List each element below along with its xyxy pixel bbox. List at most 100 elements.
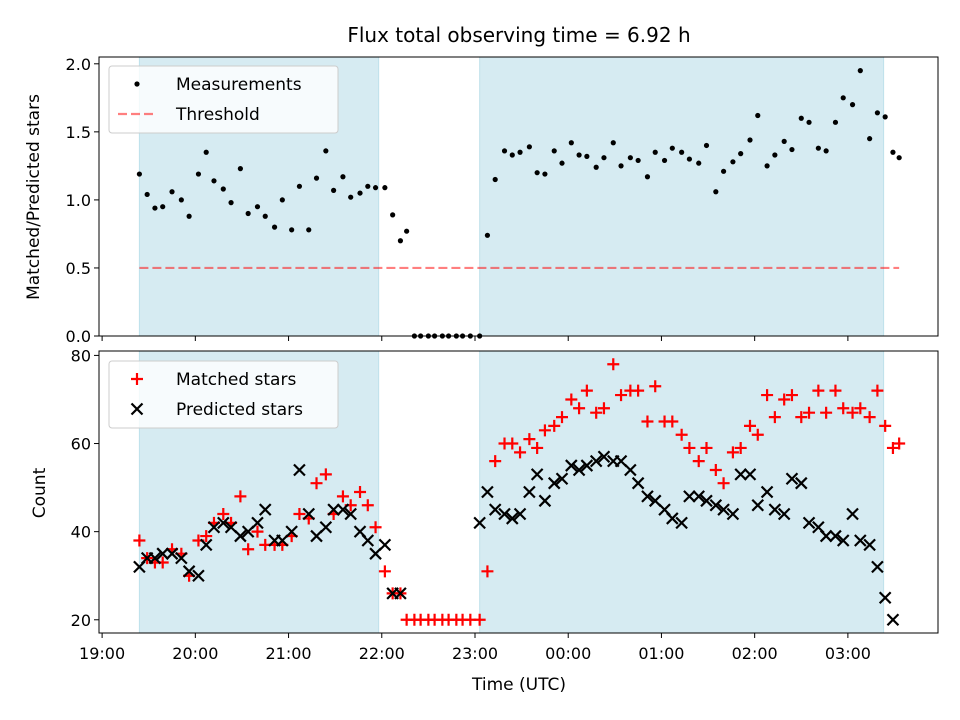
predicted-star-marker [378,538,392,552]
predicted-star-marker [488,503,502,516]
matched-star-marker [556,411,569,424]
measurement-point [806,119,812,125]
measurement-point [661,157,668,164]
predicted-star-marker [302,507,316,521]
predicted-star-marker [572,463,586,477]
matched-star-marker [871,384,884,397]
matched-star-marker [597,402,610,415]
bottom-x-axis: 19:00 20:00 21:00 22:00 23:00 00:00 01:00 02:00… [79,633,871,663]
matched-star-marker [538,424,551,437]
measurement-point [178,197,184,203]
measurement-point [203,149,209,155]
matched-star-marker [692,455,705,468]
legend-label: Measurements [176,75,302,95]
predicted-star-marker [361,534,375,547]
matched-star-marker [709,463,722,476]
predicted-star-marker [319,520,333,534]
predicted-star-marker [473,516,486,530]
matched-star-marker [293,508,306,521]
matched-star-marker [548,419,561,432]
matched-star-marker [354,486,367,498]
predicted-star-marker [871,560,884,574]
matched-star-marker [481,565,494,578]
matched-star-marker [893,437,906,450]
matched-star-marker [837,402,850,415]
predicted-star-marker [513,507,527,521]
matched-star-marker [489,455,502,468]
predicted-star-marker [777,507,791,521]
measurement-point [896,155,902,161]
predicted-star-marker [717,503,730,516]
matched-star-marker [812,384,825,397]
y-tick-label: 1.0 [66,191,91,210]
measurement-point [262,213,268,219]
y-tick-label: 0.5 [66,259,91,278]
legend-predicted-marker [130,402,144,416]
matched-star-marker [473,613,486,626]
predicted-star-marker [344,507,357,521]
predicted-star-marker [148,551,162,565]
matched-star-marker [854,402,867,415]
legend-label: Predicted stars [176,400,303,420]
matched-star-marker [751,428,764,441]
predicted-star-marker [498,507,511,521]
x-tick-label: 20:00 [172,644,218,663]
matched-star-marker [666,415,679,428]
measurement-point [747,137,753,143]
predicted-star-marker [846,507,859,521]
measurement-point [136,171,142,177]
predicted-star-marker [394,587,407,600]
predicted-star-marker [597,450,611,464]
top-axes-frame [98,56,939,337]
matched-star-marker [506,437,519,450]
matched-star-marker [726,446,739,459]
x-tick-label: 22:00 [359,644,405,663]
measurement-point [857,68,863,74]
predicted-star-marker [293,463,306,477]
predicted-star-marker [726,507,740,521]
measurement-point [874,110,881,116]
matched-star-marker [829,384,842,397]
predicted-star-marker [506,512,519,525]
measurement-point [186,213,192,219]
measurement-point [679,149,685,155]
x-tick-label: 19:00 [79,644,125,663]
predicted-star-marker [199,538,213,552]
measurement-point [696,160,702,166]
predicted-star-marker [538,494,552,508]
measurement-point [365,183,371,189]
measurement-point [568,140,574,146]
measurement-point [237,166,243,172]
measurement-point [306,227,312,233]
matched-star-marker [683,441,696,454]
matched-star-marker [761,389,774,402]
y-tick-label: 20 [71,611,91,630]
matched-star-marker [632,384,645,397]
predicted-star-marker [175,551,188,565]
matched-star-marker [607,358,620,371]
predicted-star-marker [165,547,179,560]
predicted-star-marker [854,534,867,547]
measurement-point [576,152,582,158]
measurement-point [228,200,234,206]
measurement-point [313,175,320,181]
predicted-star-marker [207,520,221,534]
predicted-star-marker [683,490,696,503]
predicted-star-marker [692,490,706,503]
measurement-point [331,187,337,193]
measurement-point [323,148,329,154]
predicted-stars-series [133,450,900,627]
y-tick-label: 1.5 [66,123,91,142]
x-tick-label: 02:00 [732,644,778,663]
matched-star-marker [580,384,593,397]
predicted-star-marker [760,485,774,499]
measurement-point [610,140,616,146]
measurement-point [542,171,548,177]
matched-star-marker [863,411,876,424]
predicted-star-marker [836,534,850,547]
measurement-point [220,186,226,192]
measurement-point [730,159,736,165]
predicted-star-marker [192,569,205,582]
predicted-star-marker [819,529,833,543]
